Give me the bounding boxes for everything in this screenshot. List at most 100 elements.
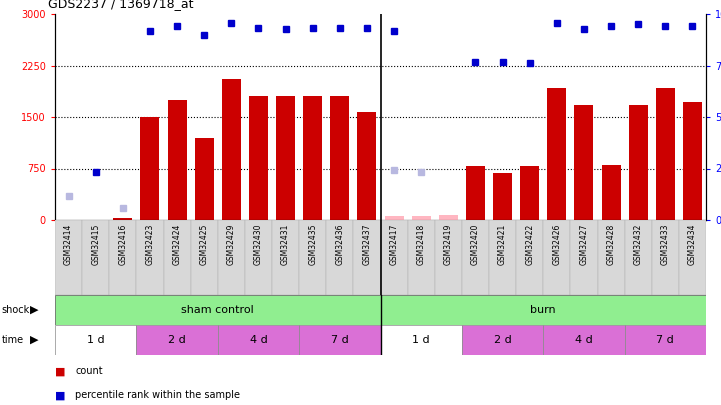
Bar bbox=[218, 220, 245, 295]
Bar bbox=[195, 138, 213, 220]
Bar bbox=[412, 215, 430, 220]
Text: 4 d: 4 d bbox=[249, 335, 267, 345]
Bar bbox=[462, 325, 543, 355]
Text: GSM32419: GSM32419 bbox=[444, 224, 453, 265]
Bar bbox=[381, 220, 407, 295]
Bar bbox=[652, 220, 679, 295]
Text: GSM32415: GSM32415 bbox=[91, 224, 100, 265]
Text: GSM32423: GSM32423 bbox=[146, 224, 154, 265]
Bar bbox=[381, 295, 706, 325]
Bar bbox=[516, 220, 543, 295]
Bar bbox=[326, 220, 353, 295]
Text: 1 d: 1 d bbox=[412, 335, 430, 345]
Text: GSM32418: GSM32418 bbox=[417, 224, 425, 265]
Bar bbox=[462, 220, 489, 295]
Bar bbox=[190, 220, 218, 295]
Text: GSM32414: GSM32414 bbox=[64, 224, 73, 265]
Text: GSM32435: GSM32435 bbox=[308, 224, 317, 265]
Text: GSM32430: GSM32430 bbox=[254, 224, 263, 265]
Text: GSM32433: GSM32433 bbox=[661, 224, 670, 265]
Bar bbox=[547, 88, 566, 220]
Bar bbox=[245, 220, 272, 295]
Bar bbox=[249, 96, 268, 220]
Text: GSM32436: GSM32436 bbox=[335, 224, 345, 265]
Bar bbox=[299, 325, 381, 355]
Text: burn: burn bbox=[531, 305, 556, 315]
Bar bbox=[55, 295, 381, 325]
Bar bbox=[141, 117, 159, 220]
Text: GSM32432: GSM32432 bbox=[634, 224, 642, 265]
Text: GDS2237 / 1369718_at: GDS2237 / 1369718_at bbox=[48, 0, 193, 10]
Bar bbox=[407, 220, 435, 295]
Text: GSM32429: GSM32429 bbox=[227, 224, 236, 265]
Bar bbox=[543, 325, 624, 355]
Bar bbox=[570, 220, 598, 295]
Bar bbox=[358, 111, 376, 220]
Bar bbox=[384, 216, 404, 220]
Text: time: time bbox=[1, 335, 24, 345]
Bar bbox=[353, 220, 381, 295]
Bar bbox=[520, 166, 539, 220]
Bar bbox=[113, 218, 133, 220]
Text: percentile rank within the sample: percentile rank within the sample bbox=[75, 390, 240, 401]
Text: 7 d: 7 d bbox=[331, 335, 349, 345]
Text: shock: shock bbox=[1, 305, 30, 315]
Bar bbox=[624, 220, 652, 295]
Bar bbox=[683, 102, 702, 220]
Text: 2 d: 2 d bbox=[494, 335, 511, 345]
Text: GSM32434: GSM32434 bbox=[688, 224, 697, 265]
Bar bbox=[439, 215, 458, 220]
Text: sham control: sham control bbox=[182, 305, 254, 315]
Bar bbox=[55, 325, 136, 355]
Text: GSM32424: GSM32424 bbox=[172, 224, 182, 265]
Text: GSM32422: GSM32422 bbox=[525, 224, 534, 265]
Bar bbox=[276, 96, 295, 220]
Text: GSM32431: GSM32431 bbox=[281, 224, 290, 265]
Bar bbox=[110, 220, 136, 295]
Bar bbox=[601, 165, 621, 220]
Text: ■: ■ bbox=[55, 390, 66, 401]
Bar bbox=[543, 220, 570, 295]
Text: GSM32426: GSM32426 bbox=[552, 224, 562, 265]
Bar bbox=[679, 220, 706, 295]
Bar bbox=[489, 220, 516, 295]
Text: GSM32416: GSM32416 bbox=[118, 224, 128, 265]
Bar bbox=[384, 217, 404, 220]
Text: 7 d: 7 d bbox=[656, 335, 674, 345]
Text: GSM32437: GSM32437 bbox=[363, 224, 371, 265]
Bar bbox=[299, 220, 326, 295]
Text: GSM32420: GSM32420 bbox=[471, 224, 480, 265]
Bar bbox=[598, 220, 624, 295]
Text: 2 d: 2 d bbox=[168, 335, 186, 345]
Bar bbox=[575, 104, 593, 220]
Bar bbox=[55, 220, 82, 295]
Text: GSM32421: GSM32421 bbox=[498, 224, 507, 265]
Bar bbox=[412, 216, 430, 220]
Text: ▶: ▶ bbox=[30, 335, 39, 345]
Bar bbox=[624, 325, 706, 355]
Bar bbox=[167, 100, 187, 220]
Bar bbox=[466, 166, 485, 220]
Bar bbox=[82, 220, 110, 295]
Bar bbox=[330, 96, 349, 220]
Text: GSM32427: GSM32427 bbox=[580, 224, 588, 265]
Bar bbox=[656, 88, 675, 220]
Bar bbox=[629, 104, 647, 220]
Text: 4 d: 4 d bbox=[575, 335, 593, 345]
Bar bbox=[136, 220, 164, 295]
Bar bbox=[439, 215, 458, 220]
Bar bbox=[136, 325, 218, 355]
Bar bbox=[435, 220, 462, 295]
Text: count: count bbox=[75, 366, 103, 376]
Bar bbox=[222, 79, 241, 220]
Bar bbox=[381, 325, 462, 355]
Bar bbox=[272, 220, 299, 295]
Bar bbox=[493, 173, 512, 220]
Text: GSM32417: GSM32417 bbox=[389, 224, 399, 265]
Text: 1 d: 1 d bbox=[87, 335, 105, 345]
Text: GSM32425: GSM32425 bbox=[200, 224, 208, 265]
Text: ▶: ▶ bbox=[30, 305, 39, 315]
Bar bbox=[304, 96, 322, 220]
Text: GSM32428: GSM32428 bbox=[606, 224, 616, 265]
Bar bbox=[218, 325, 299, 355]
